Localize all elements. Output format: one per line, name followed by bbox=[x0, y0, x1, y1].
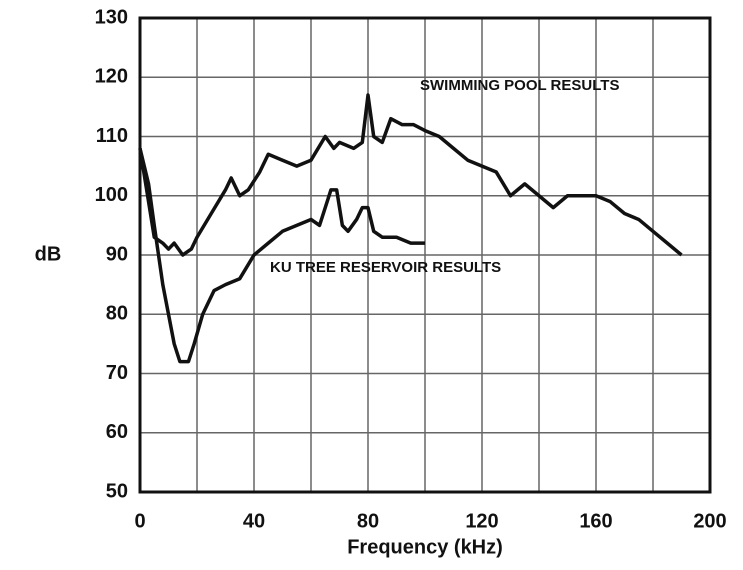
line-series bbox=[138, 147, 425, 364]
y-tick-label: 130 bbox=[95, 6, 128, 28]
x-tick-label: 0 bbox=[134, 510, 145, 532]
y-tick-label: 60 bbox=[106, 421, 128, 443]
y-tick-label: 110 bbox=[96, 125, 128, 147]
y-tick-label: 50 bbox=[106, 480, 128, 502]
series-label: SWIMMING POOL RESULTS bbox=[420, 77, 619, 94]
plot-frame bbox=[138, 16, 712, 494]
x-tick-label: 200 bbox=[693, 510, 726, 532]
x-axis-label: Frequency (kHz) bbox=[347, 536, 503, 558]
line-series bbox=[138, 93, 683, 257]
y-tick-label: 80 bbox=[106, 303, 128, 325]
y-tick-label: 70 bbox=[106, 362, 128, 384]
x-tick-label: 40 bbox=[243, 510, 265, 532]
y-tick-label: 90 bbox=[106, 243, 128, 265]
y-tick-label: 120 bbox=[95, 66, 128, 88]
x-tick-label: 120 bbox=[465, 510, 498, 532]
y-tick-label: 100 bbox=[95, 184, 128, 206]
x-tick-label: 80 bbox=[357, 510, 379, 532]
series-label: KU TREE RESERVOIR RESULTS bbox=[270, 259, 501, 276]
y-axis-label: dB bbox=[35, 243, 62, 265]
x-tick-label: 160 bbox=[579, 510, 612, 532]
